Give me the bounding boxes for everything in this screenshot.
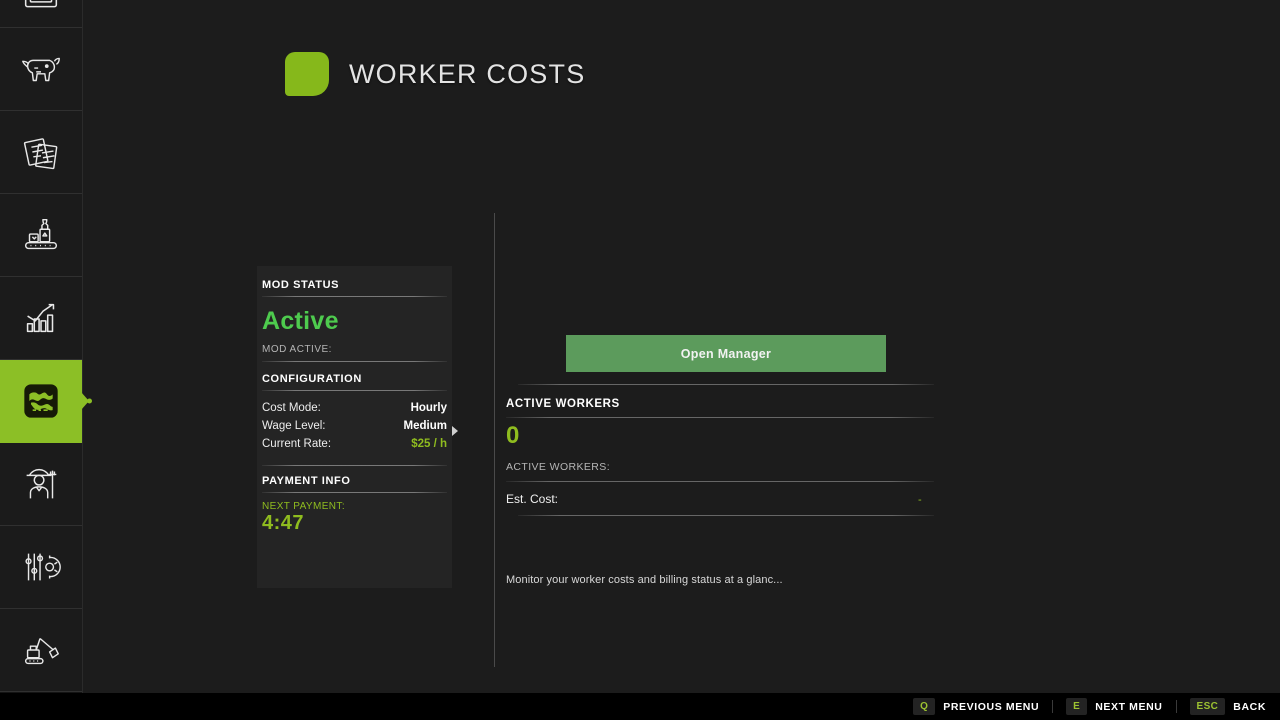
active-workers-count: 0 xyxy=(506,422,520,449)
est-cost-label: Est. Cost: xyxy=(506,492,559,506)
row-value: Hourly xyxy=(410,402,447,414)
divider xyxy=(506,481,934,482)
row-value: $25 / h xyxy=(411,438,447,450)
row-label: Wage Level: xyxy=(262,420,326,432)
card-expand-arrow-icon[interactable] xyxy=(452,426,458,436)
panel-description: Monitor your worker costs and billing st… xyxy=(506,574,783,586)
bar-chart-icon xyxy=(18,295,64,341)
documents-icon xyxy=(18,129,64,175)
row-label: Current Rate: xyxy=(262,438,332,450)
divider xyxy=(518,515,934,516)
config-row-current-rate[interactable]: Current Rate: $25 / h xyxy=(262,435,447,453)
divider xyxy=(262,361,447,362)
hint-back[interactable]: ESC BACK xyxy=(1189,698,1267,715)
worker-costs-badge-icon xyxy=(285,52,329,96)
divider xyxy=(1052,700,1054,713)
key-e: E xyxy=(1066,698,1088,715)
divider xyxy=(262,465,447,466)
hint-label: NEXT MENU xyxy=(1095,700,1163,713)
farmer-icon xyxy=(18,461,64,507)
config-row-cost-mode[interactable]: Cost Mode: Hourly xyxy=(262,399,447,417)
key-q: Q xyxy=(913,698,936,715)
configuration-heading: CONFIGURATION xyxy=(262,373,362,385)
row-value: Medium xyxy=(403,420,447,432)
next-payment-timer: 4:47 xyxy=(262,512,305,534)
sidebar-item-animals[interactable] xyxy=(0,28,82,111)
sliders-gear-icon xyxy=(18,544,64,590)
open-manager-button[interactable]: Open Manager xyxy=(566,335,886,372)
divider xyxy=(262,492,447,493)
cow-icon xyxy=(18,46,64,92)
next-payment-label: NEXT PAYMENT: xyxy=(262,501,345,512)
sidebar-item-construction[interactable] xyxy=(0,609,82,692)
active-workers-label: ACTIVE WORKERS: xyxy=(506,461,611,473)
hint-label: BACK xyxy=(1233,700,1266,713)
divider xyxy=(262,296,447,297)
divider xyxy=(262,390,447,391)
sidebar-item-production[interactable] xyxy=(0,194,82,277)
excavator-icon xyxy=(18,627,64,673)
sidebar-item-farmer[interactable] xyxy=(0,443,82,526)
active-indicator-dot xyxy=(87,398,92,404)
sidebar-item-settings[interactable] xyxy=(0,526,82,609)
payment-info-heading: PAYMENT INFO xyxy=(262,475,351,487)
mod-status-value: Active xyxy=(262,307,339,335)
key-esc: ESC xyxy=(1189,698,1226,715)
hint-next-menu[interactable]: E NEXT MENU xyxy=(1066,698,1162,715)
sidebar-item-vehicles[interactable] xyxy=(0,0,82,28)
mod-status-heading: MOD STATUS xyxy=(262,279,340,291)
vehicle-icon xyxy=(18,0,64,22)
panel-divider xyxy=(494,213,495,667)
sidebar-item-statistics[interactable] xyxy=(0,277,82,360)
divider xyxy=(518,384,934,385)
mod-status-card: MOD STATUS Active MOD ACTIVE: CONFIGURAT… xyxy=(257,266,458,588)
hint-label: PREVIOUS MENU xyxy=(943,700,1040,713)
config-row-wage-level[interactable]: Wage Level: Medium xyxy=(262,417,447,435)
divider xyxy=(1175,700,1177,713)
sidebar xyxy=(0,0,92,693)
sidebar-item-map[interactable] xyxy=(0,360,92,443)
production-line-icon xyxy=(18,212,64,258)
mod-active-label: MOD ACTIVE: xyxy=(262,344,332,355)
page-header: WORKER COSTS xyxy=(285,52,585,96)
est-cost-value: - xyxy=(918,494,922,506)
world-map-icon xyxy=(21,381,61,421)
row-label: Cost Mode: xyxy=(262,402,321,414)
divider xyxy=(506,417,934,418)
hint-previous-menu[interactable]: Q PREVIOUS MENU xyxy=(913,698,1039,715)
bottom-hint-bar: Q PREVIOUS MENU E NEXT MENU ESC BACK xyxy=(0,693,1280,720)
page-title: WORKER COSTS xyxy=(349,58,586,89)
sidebar-item-contracts[interactable] xyxy=(0,111,82,194)
active-workers-heading: ACTIVE WORKERS xyxy=(506,398,620,410)
